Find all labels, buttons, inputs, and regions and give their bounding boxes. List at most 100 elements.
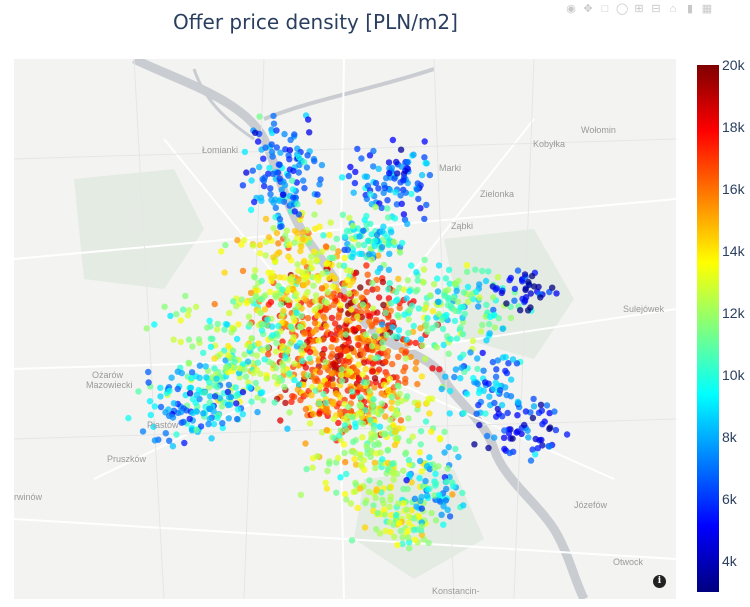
offer-point — [218, 403, 226, 410]
offer-point — [507, 314, 515, 322]
offer-point — [214, 320, 221, 328]
offer-point — [418, 468, 425, 475]
offer-point — [345, 403, 352, 411]
offer-point — [403, 506, 410, 513]
offer-point — [388, 300, 395, 307]
offer-point — [472, 266, 479, 273]
offer-point — [384, 205, 391, 212]
offer-point — [464, 298, 472, 305]
info-icon[interactable]: i — [653, 575, 666, 588]
offer-point — [474, 365, 481, 373]
offer-point — [442, 373, 449, 380]
map-canvas[interactable]: Łomianki Kobyłka Wołomin Marki Zielonka … — [14, 59, 676, 599]
offer-point — [284, 296, 291, 303]
offer-point — [405, 329, 412, 337]
offer-point — [390, 333, 398, 340]
offer-point — [312, 225, 319, 232]
offer-point — [367, 190, 374, 198]
offer-point — [343, 496, 350, 503]
offer-point — [384, 447, 391, 454]
offer-point — [521, 297, 529, 304]
offer-point — [286, 276, 293, 283]
offer-point — [502, 384, 509, 391]
offer-point — [276, 274, 283, 281]
offer-point — [266, 288, 274, 295]
offer-point — [463, 390, 471, 398]
offer-point — [445, 350, 452, 357]
offer-point — [385, 159, 393, 166]
offer-point — [169, 443, 177, 450]
offer-point — [392, 288, 400, 296]
offer-point — [329, 272, 336, 280]
offer-point — [293, 309, 300, 316]
offer-point — [265, 234, 273, 241]
box-select-icon[interactable]: □ — [601, 3, 609, 15]
offer-point — [328, 293, 335, 300]
offer-point — [335, 419, 342, 427]
offer-point — [372, 319, 380, 326]
modebar: ◉ ✥ □ ◯ ⊞ ⊟ ⌂ ▮ ▦ — [565, 3, 713, 15]
offer-point — [379, 228, 386, 235]
offer-point — [251, 274, 258, 281]
zoom-in-icon[interactable]: ⊞ — [634, 3, 644, 15]
offer-point — [181, 439, 188, 447]
offer-point — [322, 358, 329, 366]
offer-point — [355, 241, 362, 248]
offer-point — [294, 386, 302, 393]
offer-point — [363, 195, 371, 203]
offer-point — [234, 406, 242, 413]
offer-point — [310, 411, 317, 418]
offer-point — [419, 342, 426, 349]
offer-point — [331, 320, 339, 327]
offer-point — [294, 201, 301, 208]
offer-point — [423, 160, 430, 167]
place-label: Mazowiecki — [86, 380, 133, 390]
place-label: Pruszków — [107, 454, 147, 464]
offer-point — [491, 399, 498, 407]
offer-point — [298, 243, 305, 250]
offer-point — [400, 367, 407, 375]
offer-point — [312, 292, 320, 299]
pan-icon[interactable]: ✥ — [583, 3, 593, 15]
offer-point — [386, 280, 393, 287]
plotly-logo-icon[interactable]: ▦ — [701, 3, 713, 15]
offer-point — [447, 336, 454, 343]
offer-point — [242, 373, 250, 380]
colorbar-gradient — [697, 65, 719, 592]
lasso-icon[interactable]: ◯ — [616, 3, 629, 15]
offer-point — [393, 201, 401, 208]
offer-point — [403, 336, 410, 343]
offer-point — [509, 435, 516, 442]
offer-point — [416, 457, 424, 465]
offer-point — [415, 195, 422, 203]
offer-point — [442, 497, 450, 504]
offer-point — [258, 321, 265, 329]
offer-point — [326, 231, 333, 239]
hover-icon[interactable]: ▮ — [686, 3, 694, 15]
offer-point — [391, 215, 399, 222]
offer-point — [385, 214, 392, 221]
offer-point — [329, 244, 337, 252]
offer-point — [303, 465, 310, 473]
offer-point — [453, 287, 460, 294]
offer-point — [275, 322, 282, 330]
camera-icon[interactable]: ◉ — [566, 3, 576, 15]
offer-point — [358, 294, 365, 301]
offer-point — [490, 306, 497, 314]
offer-point — [297, 491, 305, 498]
zoom-out-icon[interactable]: ⊟ — [651, 3, 661, 15]
offer-point — [371, 355, 379, 362]
offer-point — [379, 339, 386, 346]
offer-point — [404, 527, 411, 535]
river-narew — [263, 67, 435, 121]
offer-point — [442, 275, 450, 282]
offer-point — [297, 247, 304, 255]
offer-point — [340, 262, 348, 269]
home-icon[interactable]: ⌂ — [669, 3, 677, 15]
offer-point — [530, 403, 538, 410]
offer-point — [482, 277, 490, 285]
offer-point — [502, 367, 509, 375]
offer-point — [203, 324, 211, 331]
offer-point — [349, 222, 357, 230]
offer-point — [350, 438, 357, 446]
